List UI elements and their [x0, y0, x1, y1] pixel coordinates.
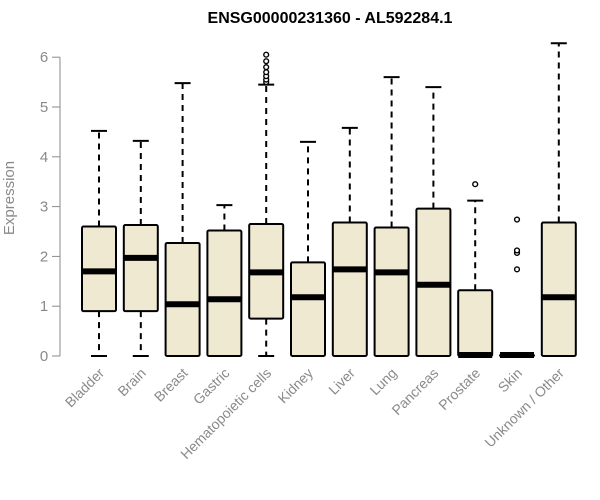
box-unknown-other [540, 42, 577, 357]
box-series [81, 42, 577, 359]
outlier-point [513, 266, 521, 273]
iqr-box [331, 221, 368, 357]
y-tick-label: 3 [40, 199, 48, 216]
outlier-point [513, 216, 521, 223]
box-bladder [81, 129, 117, 357]
outlier-point [263, 58, 270, 65]
box-gastric [206, 204, 243, 357]
x-tick-label: Skin [495, 365, 526, 396]
box-hematopoietic-cells [248, 51, 285, 357]
y-tick-label: 6 [40, 49, 48, 66]
y-axis-label: Expression [1, 161, 18, 235]
y-tick-label: 1 [40, 298, 48, 315]
x-tick-label: Prostate [435, 365, 483, 413]
x-tick-label: Breast [151, 365, 191, 405]
box-liver [331, 126, 368, 357]
iqr-box [122, 224, 159, 313]
x-tick-label: Lung [366, 365, 399, 398]
y-tick-label: 4 [40, 149, 48, 166]
outlier-point [263, 64, 270, 71]
outlier-point [263, 69, 270, 76]
chart-title: ENSG00000231360 - AL592284.1 [208, 10, 453, 27]
x-tick-label: Kidney [275, 365, 317, 407]
outlier-point [263, 51, 270, 58]
box-prostate [457, 181, 494, 359]
box-pancreas [415, 86, 452, 357]
box-lung [373, 76, 410, 357]
iqr-box [290, 261, 326, 358]
iqr-box [540, 221, 577, 357]
box-kidney [290, 140, 326, 358]
box-brain [122, 139, 159, 357]
box-skin [499, 216, 535, 359]
x-tick-label: Unknown / Other [481, 365, 567, 451]
y-axis: 0 1 2 3 4 5 6 [40, 49, 61, 365]
x-tick-label: Bladder [62, 365, 108, 411]
iqr-box [164, 241, 201, 357]
iqr-box [373, 226, 410, 357]
box-breast [164, 82, 201, 357]
outlier-point [472, 181, 479, 188]
outlier-point [513, 247, 521, 254]
x-tick-label: Brain [114, 365, 148, 399]
y-tick-label: 2 [40, 248, 48, 265]
iqr-box [206, 229, 243, 357]
y-tick-label: 5 [40, 99, 48, 116]
iqr-box [457, 289, 494, 358]
x-tick-label: Liver [325, 365, 358, 398]
y-tick-label: 0 [40, 348, 48, 365]
